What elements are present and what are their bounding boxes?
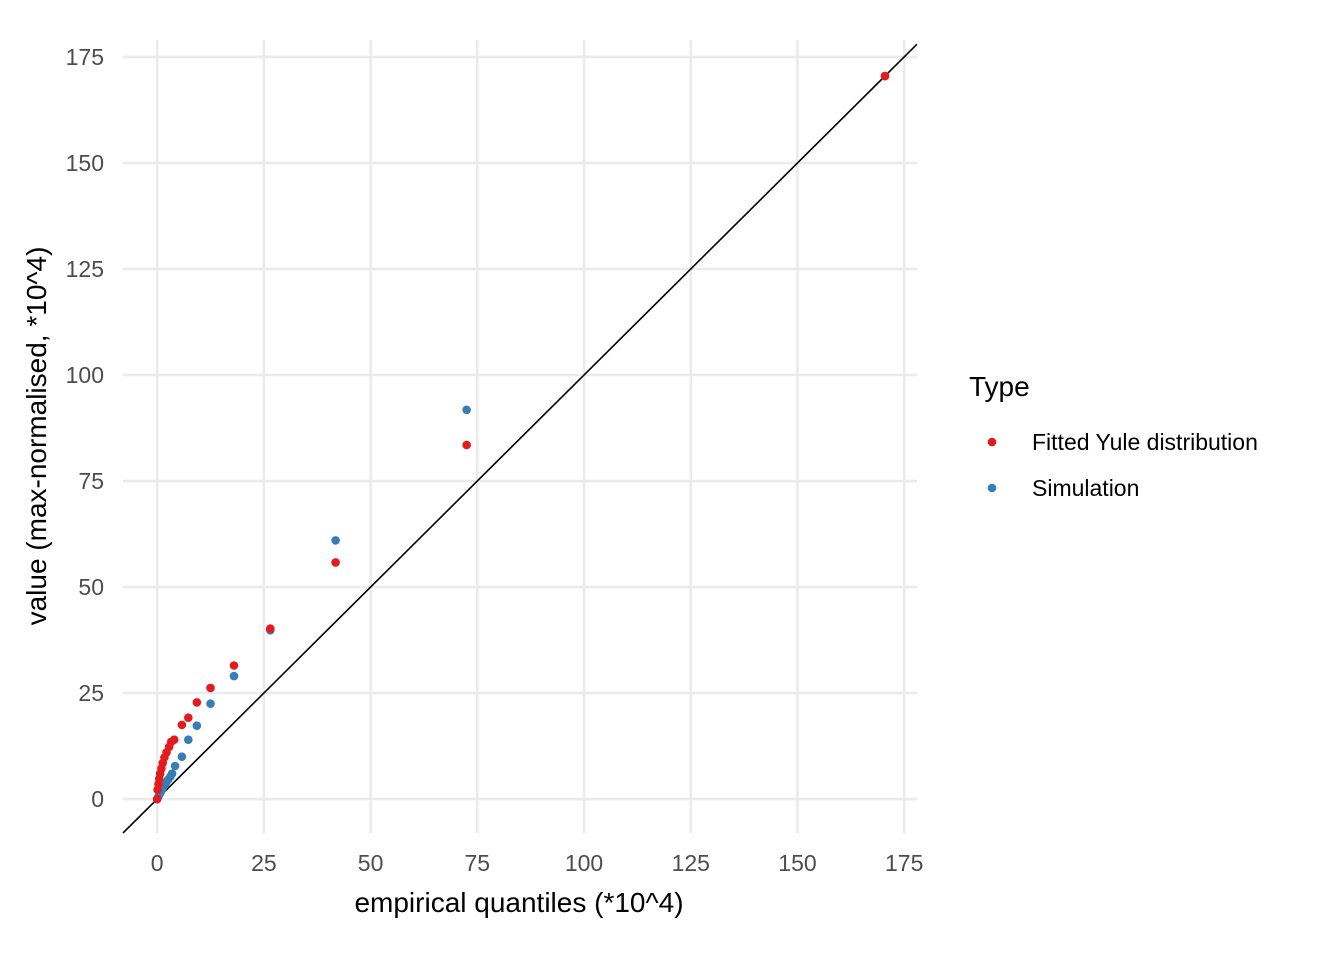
y-tick-label: 25 xyxy=(78,680,104,706)
identity-reference-line xyxy=(122,43,918,834)
y-tick-label: 75 xyxy=(78,468,104,494)
y-tick-label: 125 xyxy=(66,256,104,282)
data-point xyxy=(229,661,239,670)
data-point xyxy=(265,624,275,633)
data-point xyxy=(206,683,215,693)
legend-key xyxy=(987,483,997,493)
data-point xyxy=(462,440,471,450)
y-tick-label: 50 xyxy=(78,574,104,600)
data-point xyxy=(184,735,193,745)
x-tick-label: 175 xyxy=(885,850,923,876)
data-point xyxy=(177,752,187,761)
data-point xyxy=(206,699,215,708)
data-point xyxy=(177,720,187,730)
legend-label: Fitted Yule distribution xyxy=(1032,429,1258,455)
data-point xyxy=(331,536,340,545)
y-tick-label: 150 xyxy=(66,150,104,176)
y-tick-label: 175 xyxy=(66,44,104,70)
y-tick-label: 100 xyxy=(66,362,104,388)
legend-label: Simulation xyxy=(1032,475,1139,501)
y-axis-title: value (max-normalised, *10^4) xyxy=(21,247,52,626)
data-point xyxy=(167,769,177,778)
x-tick-label: 75 xyxy=(465,850,491,876)
data-point xyxy=(169,735,179,745)
x-tick-label: 125 xyxy=(672,850,710,876)
data-point xyxy=(462,405,471,415)
x-tick-label: 150 xyxy=(778,850,816,876)
y-tick-label: 0 xyxy=(91,786,104,812)
data-point xyxy=(331,558,340,567)
grid xyxy=(123,40,917,833)
y-axis-ticks: 0 25 50 75 100 125 150 175 xyxy=(66,44,104,812)
legend: Type Fitted Yule distribution Simulation xyxy=(969,371,1258,501)
data-point xyxy=(192,721,202,731)
x-tick-label: 100 xyxy=(565,850,603,876)
x-tick-label: 0 xyxy=(151,850,164,876)
data-point xyxy=(152,794,162,804)
legend-key xyxy=(987,437,997,447)
x-axis-title: empirical quantiles (*10^4) xyxy=(354,887,683,918)
data-point xyxy=(170,761,180,771)
reference-line xyxy=(122,43,918,834)
legend-title: Type xyxy=(969,371,1030,402)
x-axis-ticks: 0 25 50 75 100 125 150 175 xyxy=(151,850,924,876)
x-tick-label: 50 xyxy=(358,850,384,876)
data-point xyxy=(184,713,193,722)
legend-entry: Fitted Yule distribution xyxy=(987,429,1258,455)
legend-entry: Simulation xyxy=(987,475,1139,501)
series-fitted-yule-distribution xyxy=(152,71,890,804)
data-point xyxy=(880,71,890,81)
data-points xyxy=(152,71,890,804)
data-point xyxy=(192,698,202,707)
data-point xyxy=(229,671,239,681)
x-tick-label: 25 xyxy=(251,850,277,876)
